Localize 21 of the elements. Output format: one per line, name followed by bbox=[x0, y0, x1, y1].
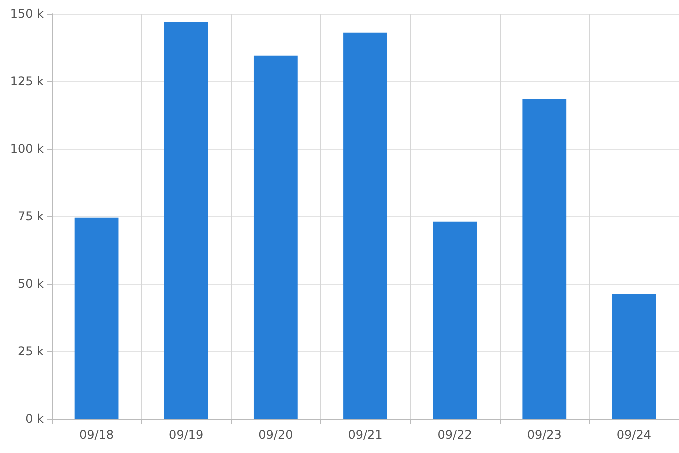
y-tick-label: 75 k bbox=[18, 210, 44, 224]
x-tick-label: 09/19 bbox=[169, 428, 204, 442]
y-tick-label: 0 k bbox=[26, 412, 44, 426]
x-tick-label: 09/21 bbox=[348, 428, 383, 442]
bar bbox=[254, 56, 298, 419]
bar bbox=[433, 222, 478, 419]
bar bbox=[344, 32, 388, 419]
bar bbox=[612, 294, 656, 419]
x-tick-label: 09/20 bbox=[258, 428, 294, 442]
x-tick-label: 09/22 bbox=[438, 428, 472, 442]
bar bbox=[522, 99, 567, 419]
y-tick-label: 25 k bbox=[18, 344, 44, 358]
x-tick-label: 09/23 bbox=[527, 428, 562, 442]
y-tick-label: 125 k bbox=[10, 74, 44, 88]
y-tick-label: 150 k bbox=[10, 7, 44, 21]
x-tick-label: 09/18 bbox=[79, 428, 114, 442]
bar bbox=[164, 22, 208, 419]
bar bbox=[74, 218, 119, 419]
y-tick-label: 100 k bbox=[10, 142, 44, 156]
x-tick-label: 09/24 bbox=[616, 428, 652, 442]
y-tick-label: 50 k bbox=[18, 277, 44, 291]
